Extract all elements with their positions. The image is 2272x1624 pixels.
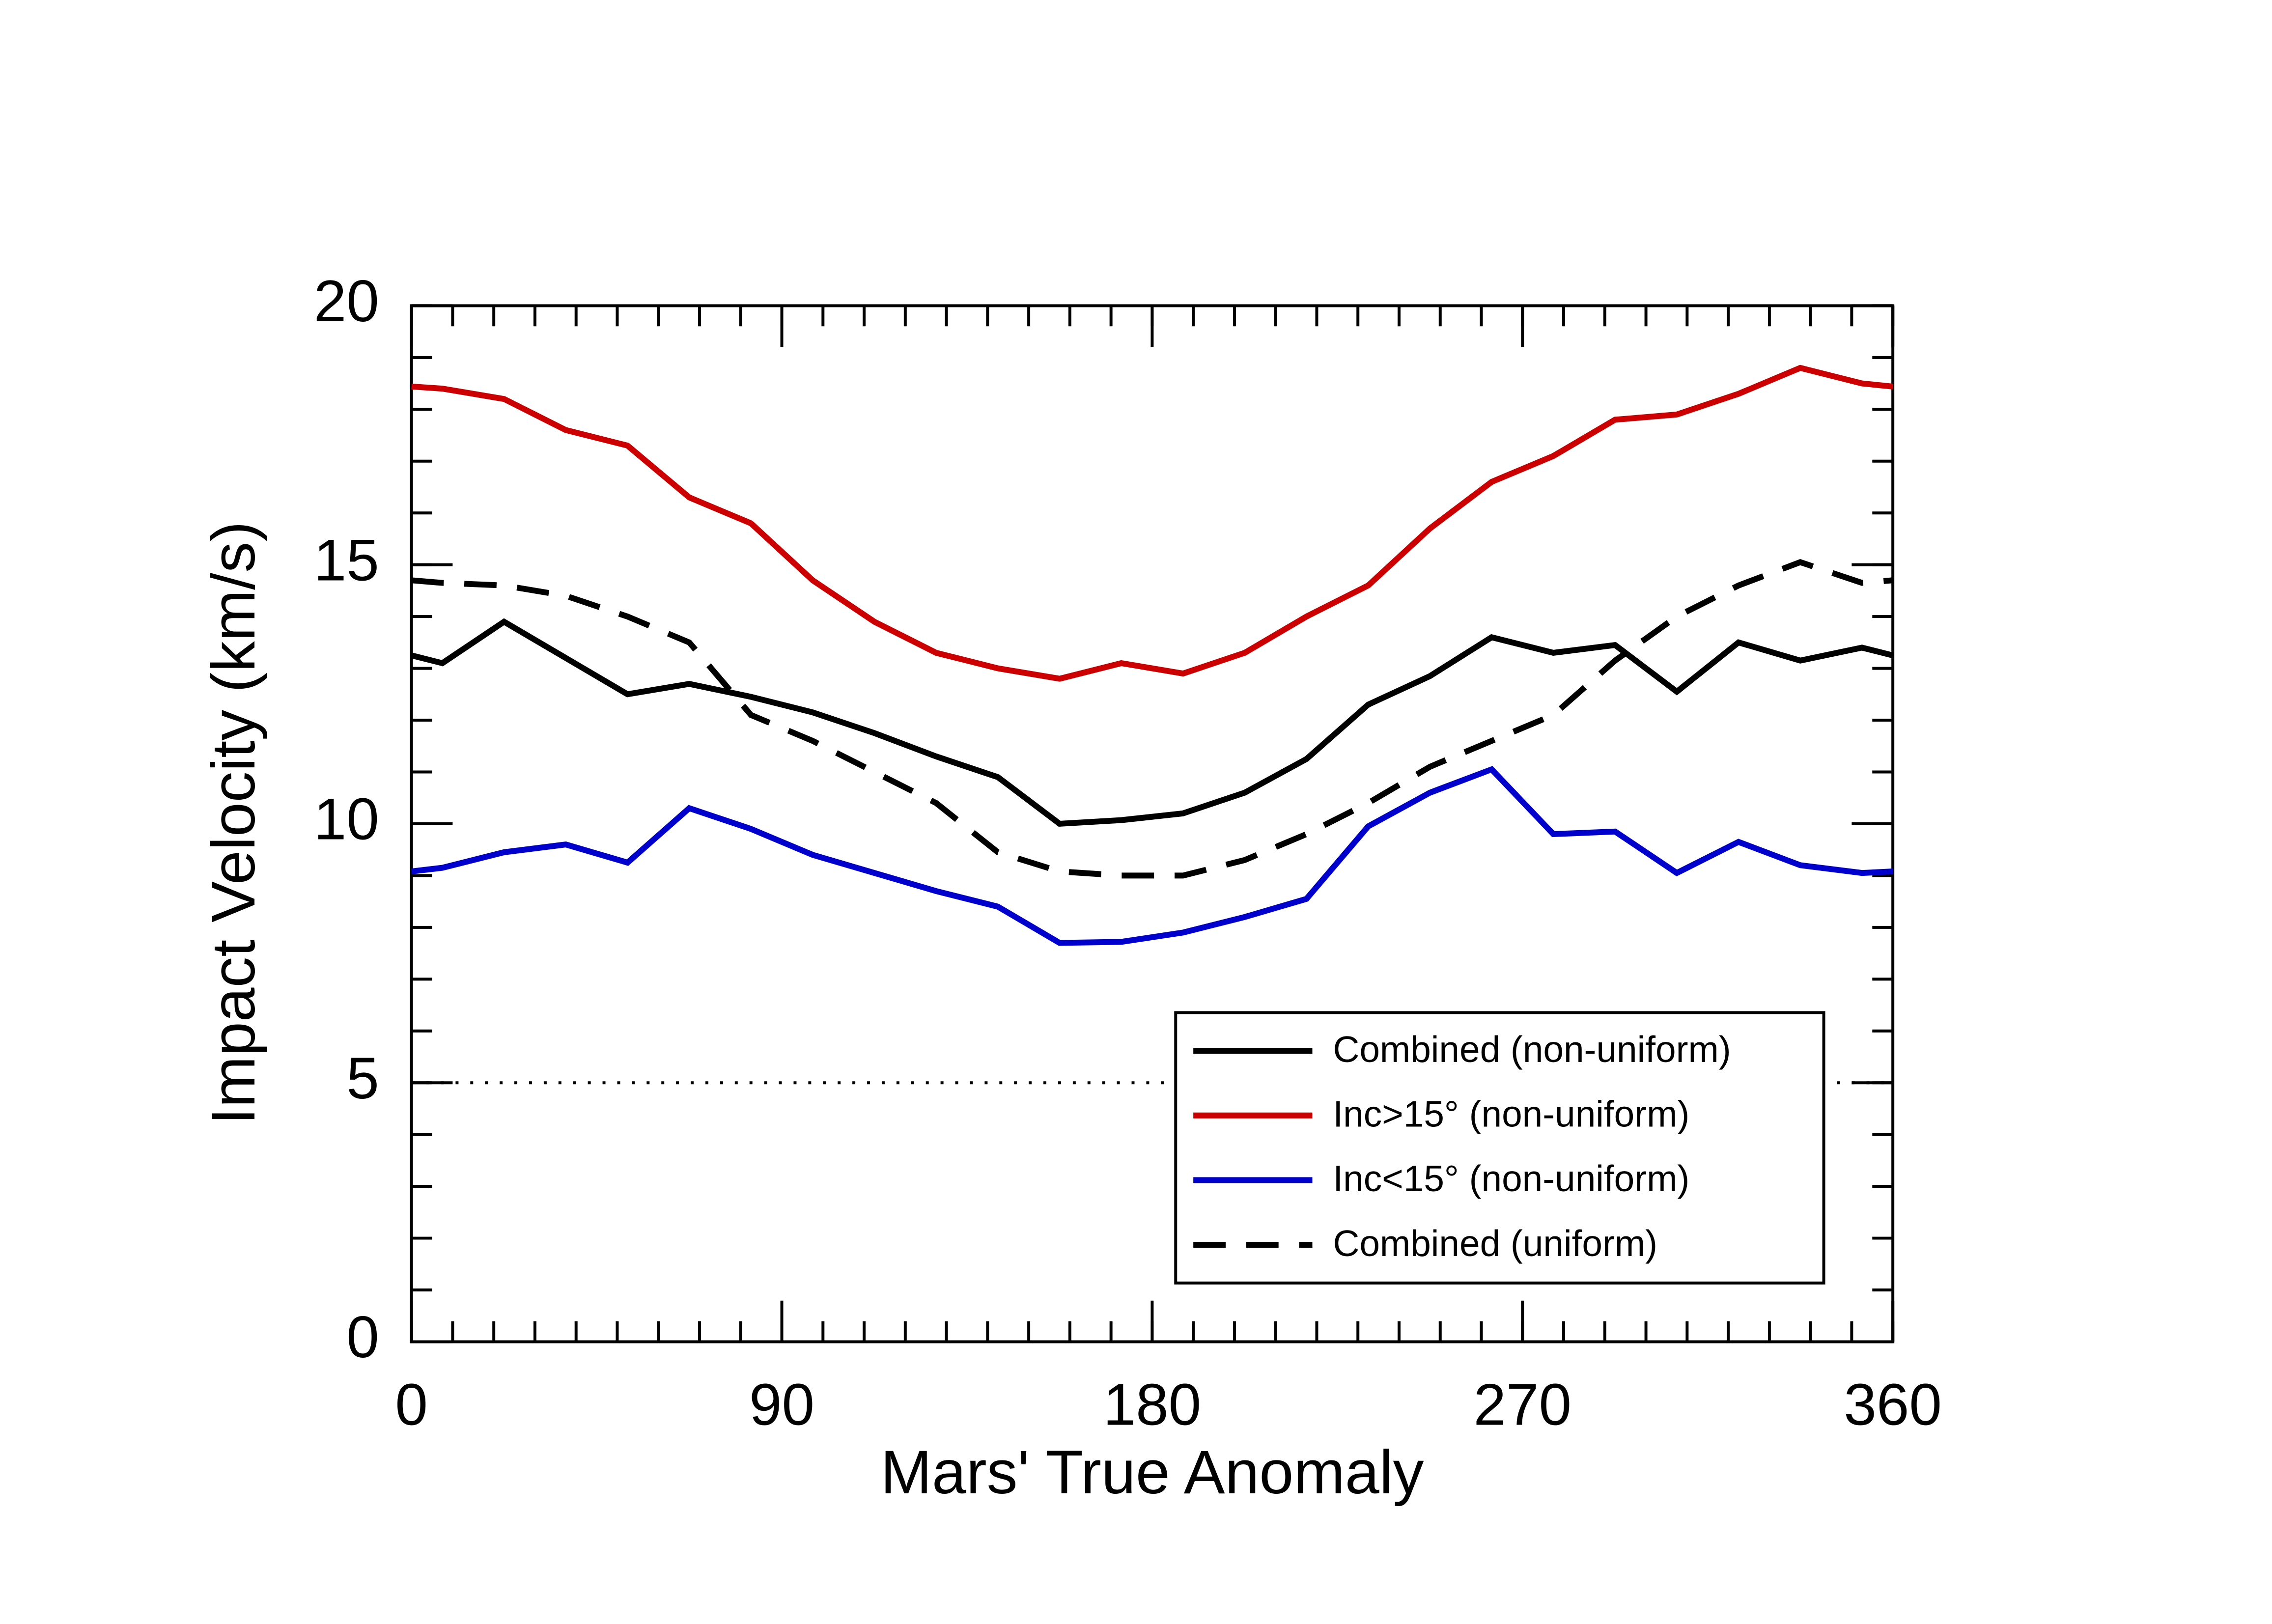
y-axis-label: Impact Velocity (km/s): [198, 521, 268, 1125]
legend-label: Inc>15° (non-uniform): [1333, 1093, 1689, 1135]
y-tick-label: 0: [346, 1305, 379, 1370]
x-axis-label: Mars' True Anomaly: [880, 1437, 1424, 1507]
y-tick-label: 5: [346, 1046, 379, 1111]
y-tick-label: 15: [314, 528, 379, 593]
legend-label: Combined (uniform): [1333, 1223, 1657, 1264]
y-tick-label: 20: [314, 269, 379, 334]
legend-label: Inc<15° (non-uniform): [1333, 1158, 1689, 1199]
plot-frame: [410, 304, 1895, 1344]
legend-box: [1174, 1011, 1825, 1285]
x-tick-label: 180: [1103, 1372, 1202, 1438]
x-tick-label: 360: [1844, 1372, 1942, 1438]
y-tick-label: 10: [314, 787, 379, 852]
series-line: [411, 364, 1893, 682]
x-tick-label: 90: [749, 1372, 814, 1438]
x-tick-label: 0: [395, 1372, 428, 1438]
legend-label: Combined (non-uniform): [1333, 1029, 1731, 1070]
series-line: [411, 618, 1894, 827]
series-line: [411, 766, 1893, 946]
series-line: [411, 559, 1893, 879]
x-tick-label: 270: [1473, 1372, 1571, 1438]
